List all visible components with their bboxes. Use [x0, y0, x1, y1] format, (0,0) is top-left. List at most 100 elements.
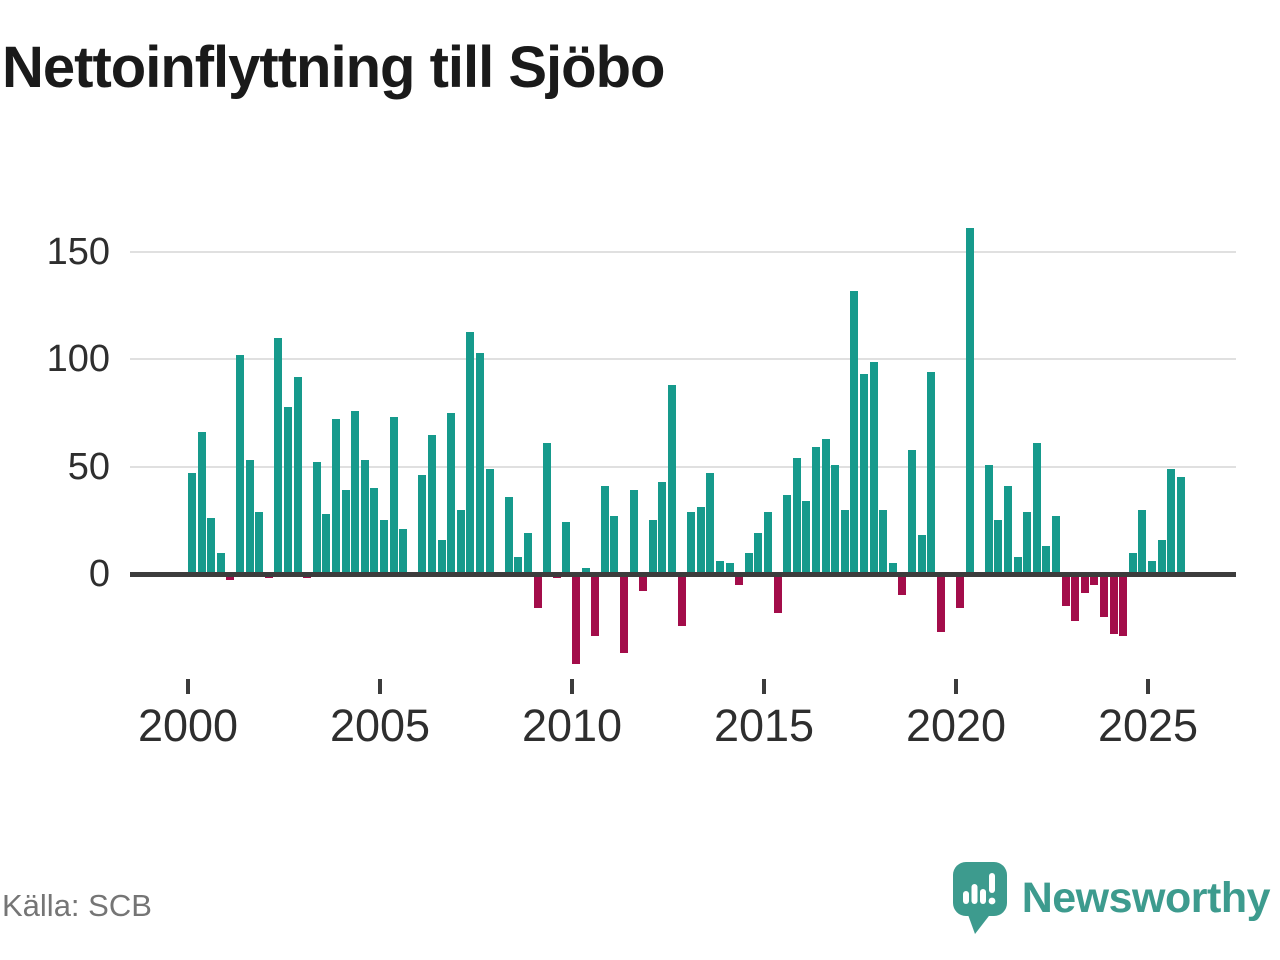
- bar-negative: [773, 574, 782, 613]
- bar-negative: [226, 574, 235, 581]
- newsworthy-logo-icon: [952, 862, 1007, 934]
- bar-positive: [831, 464, 840, 574]
- bar-positive: [668, 385, 676, 574]
- bar-positive: [332, 419, 340, 574]
- bar-positive: [850, 290, 859, 574]
- bar-positive: [716, 561, 724, 574]
- source-caption: Källa: SCB: [2, 888, 152, 923]
- bar-positive: [370, 488, 379, 574]
- bar-negative: [898, 574, 907, 596]
- bar-positive: [1176, 477, 1185, 574]
- bar-positive: [236, 355, 244, 574]
- bar-positive: [1138, 509, 1147, 574]
- x-axis-tick-label: 2010: [521, 700, 623, 751]
- x-axis-zero-line: [130, 572, 1236, 577]
- bar-negative: [936, 574, 945, 632]
- bar-negative: [533, 574, 542, 609]
- bar-positive: [418, 475, 427, 574]
- bar-positive: [754, 533, 763, 574]
- bar-positive: [543, 443, 552, 574]
- bar-positive: [197, 432, 206, 574]
- y-axis-tick-label: 100: [46, 338, 110, 381]
- bar-positive: [360, 460, 369, 574]
- bar-positive: [888, 563, 897, 574]
- x-axis-tick: [1146, 679, 1150, 694]
- chart-title: Nettoinflyttning till Sjöbo: [2, 35, 665, 100]
- x-axis-tick-label: 2000: [137, 700, 239, 751]
- bar-positive: [428, 434, 436, 574]
- bar-positive: [447, 413, 456, 574]
- bar-positive: [860, 374, 868, 574]
- bar-positive: [293, 376, 302, 574]
- x-axis-tick-label: 2020: [905, 700, 1007, 751]
- bar-positive: [610, 516, 619, 574]
- bar-positive: [1032, 443, 1041, 574]
- bar-positive: [562, 522, 571, 574]
- bar-negative: [1071, 574, 1080, 622]
- gridline-y100: [130, 358, 1236, 361]
- bar-positive: [1128, 552, 1137, 574]
- bar-positive: [1052, 516, 1060, 574]
- bar-positive: [581, 567, 590, 574]
- bar-positive: [1042, 546, 1051, 574]
- bar-positive: [792, 458, 801, 574]
- y-axis-tick-label: 50: [67, 445, 110, 488]
- bar-positive: [1004, 486, 1012, 574]
- bar-positive: [456, 509, 465, 574]
- x-axis-tick: [570, 679, 574, 694]
- x-axis-tick: [954, 679, 958, 694]
- bar-positive: [207, 518, 216, 574]
- bar-negative: [1109, 574, 1118, 635]
- bar-positive: [216, 552, 225, 574]
- bar-positive: [869, 361, 878, 574]
- gridline-y50: [130, 465, 1236, 468]
- bar-positive: [648, 520, 657, 574]
- bar-negative: [1100, 574, 1108, 617]
- bar-positive: [1013, 556, 1022, 574]
- bar-positive: [341, 490, 350, 574]
- brand-name: Newsworthy: [1021, 874, 1271, 922]
- bar-positive: [706, 473, 715, 574]
- bar-positive: [255, 511, 264, 574]
- bar-positive: [476, 352, 484, 574]
- bar-positive: [879, 509, 888, 574]
- bar-positive: [274, 337, 283, 574]
- bar-negative: [735, 574, 744, 585]
- bar-positive: [840, 509, 849, 574]
- bar-positive: [908, 449, 916, 574]
- bar-negative: [572, 574, 580, 665]
- x-axis-tick: [186, 679, 190, 694]
- bar-negative: [1090, 574, 1099, 585]
- bar-positive: [965, 228, 974, 574]
- bar-positive: [1167, 468, 1176, 574]
- bar-negative: [677, 574, 686, 626]
- bar-negative: [956, 574, 964, 609]
- bar-positive: [984, 464, 993, 574]
- bar-positive: [696, 507, 705, 574]
- bar-positive: [380, 520, 388, 574]
- bar-positive: [629, 490, 638, 574]
- bar-positive: [389, 417, 398, 574]
- bar-positive: [437, 539, 446, 574]
- bar-positive: [322, 513, 331, 574]
- bar-positive: [802, 501, 811, 574]
- bar-negative: [620, 574, 628, 654]
- bar-positive: [399, 528, 408, 574]
- bar-positive: [927, 372, 936, 574]
- bar-negative: [639, 574, 648, 592]
- x-axis-tick-label: 2015: [713, 700, 815, 751]
- brand-logo: Newsworthy: [952, 860, 1271, 936]
- bar-negative: [1080, 574, 1089, 594]
- bar-positive: [504, 496, 513, 574]
- bar-positive: [284, 406, 292, 574]
- bar-negative: [1119, 574, 1128, 637]
- bar-positive: [312, 462, 321, 574]
- bar-positive: [687, 511, 696, 574]
- x-axis-tick: [378, 679, 382, 694]
- bar-positive: [524, 533, 532, 574]
- bar-positive: [764, 511, 772, 574]
- bar-positive: [600, 486, 609, 574]
- bar-positive: [812, 447, 820, 574]
- bar-negative: [1061, 574, 1070, 607]
